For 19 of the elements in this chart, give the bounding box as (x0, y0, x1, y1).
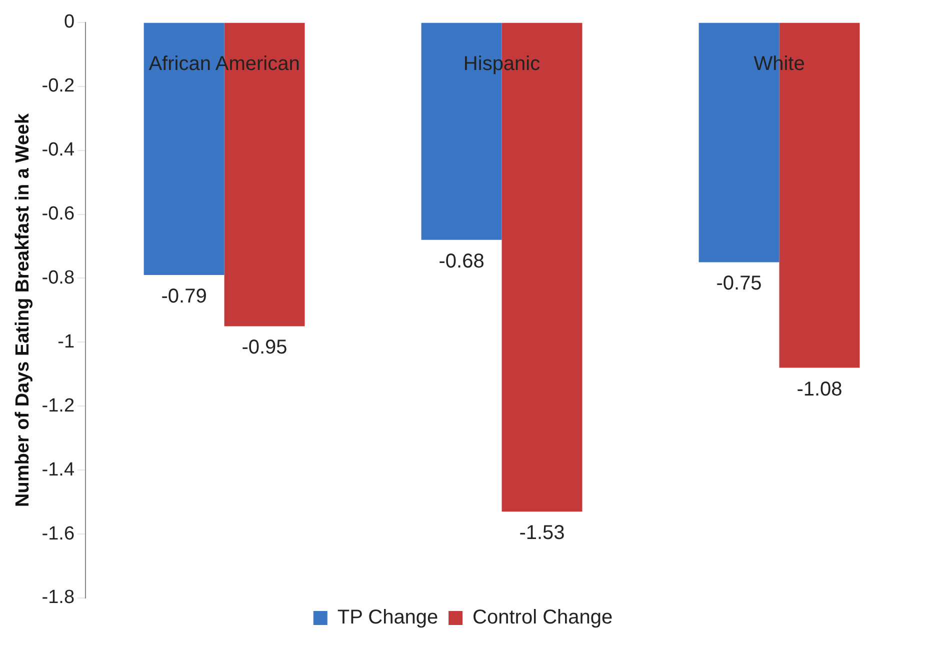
legend-label: Control Change (472, 606, 613, 629)
y-tick-label: -1.2 (42, 395, 75, 416)
y-axis-title: Number of Days Eating Breakfast in a Week (12, 113, 34, 507)
data-label: -0.95 (242, 336, 288, 359)
y-tick-label: -1.6 (42, 523, 75, 544)
y-tick-label: 0 (64, 12, 75, 33)
y-tick-label: -1.8 (42, 587, 75, 608)
y-tick-label: -0.4 (42, 140, 75, 161)
data-label: -0.68 (438, 250, 484, 272)
y-tick-label: -0.8 (42, 267, 75, 288)
data-label: -1.53 (519, 522, 565, 544)
data-label: -0.75 (716, 272, 762, 295)
y-tick-label: -0.2 (42, 76, 75, 97)
data-label: -0.79 (161, 286, 207, 308)
legend-label: TP Change (337, 606, 438, 629)
data-label: -1.08 (796, 378, 842, 400)
y-tick-label: -0.6 (42, 204, 75, 224)
y-tick-label: -1.4 (42, 459, 75, 480)
y-tick-label: -1 (58, 331, 75, 352)
